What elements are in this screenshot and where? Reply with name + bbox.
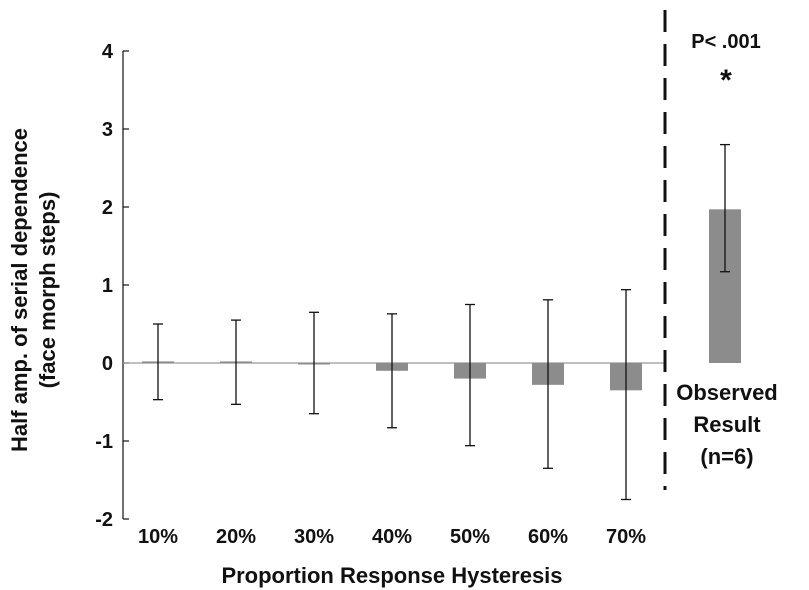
y-tick-label: -1 (95, 431, 113, 453)
observed-label-line-1: Observed (676, 380, 778, 405)
p-value-label: P< .001 (691, 31, 761, 53)
y-tick-label: 1 (102, 275, 113, 297)
y-tick-label: 0 (102, 353, 113, 375)
x-tick-label: 20% (216, 526, 256, 548)
observed-label-line-2: Result (693, 412, 761, 437)
y-axis-title-line-1: Half amp. of serial dependence (7, 128, 32, 452)
x-tick-label: 30% (294, 526, 334, 548)
x-tick-labels: 10% 20% 30% 40% 50% 60% 70% (138, 526, 646, 548)
x-axis-title: Proportion Response Hysteresis (221, 563, 562, 588)
x-tick-label: 60% (528, 526, 568, 548)
y-tick-label: -2 (95, 509, 113, 531)
y-tick-label: 2 (102, 197, 113, 219)
y-tick-label: 3 (102, 119, 113, 141)
x-tick-label: 10% (138, 526, 178, 548)
error-bars (153, 143, 730, 501)
x-tick-label: 40% (372, 526, 412, 548)
y-axis-title: Half amp. of serial dependence (face mor… (7, 128, 60, 452)
observed-label-line-3: (n=6) (700, 444, 753, 469)
x-tick-label: 50% (450, 526, 490, 548)
y-tick-label: 4 (102, 41, 114, 63)
y-axis-title-line-2: (face morph steps) (35, 192, 60, 389)
x-tick-label: 70% (606, 526, 646, 548)
y-axis: 4 3 2 1 0 -1 -2 (95, 41, 129, 531)
significance-star: * (720, 64, 732, 97)
